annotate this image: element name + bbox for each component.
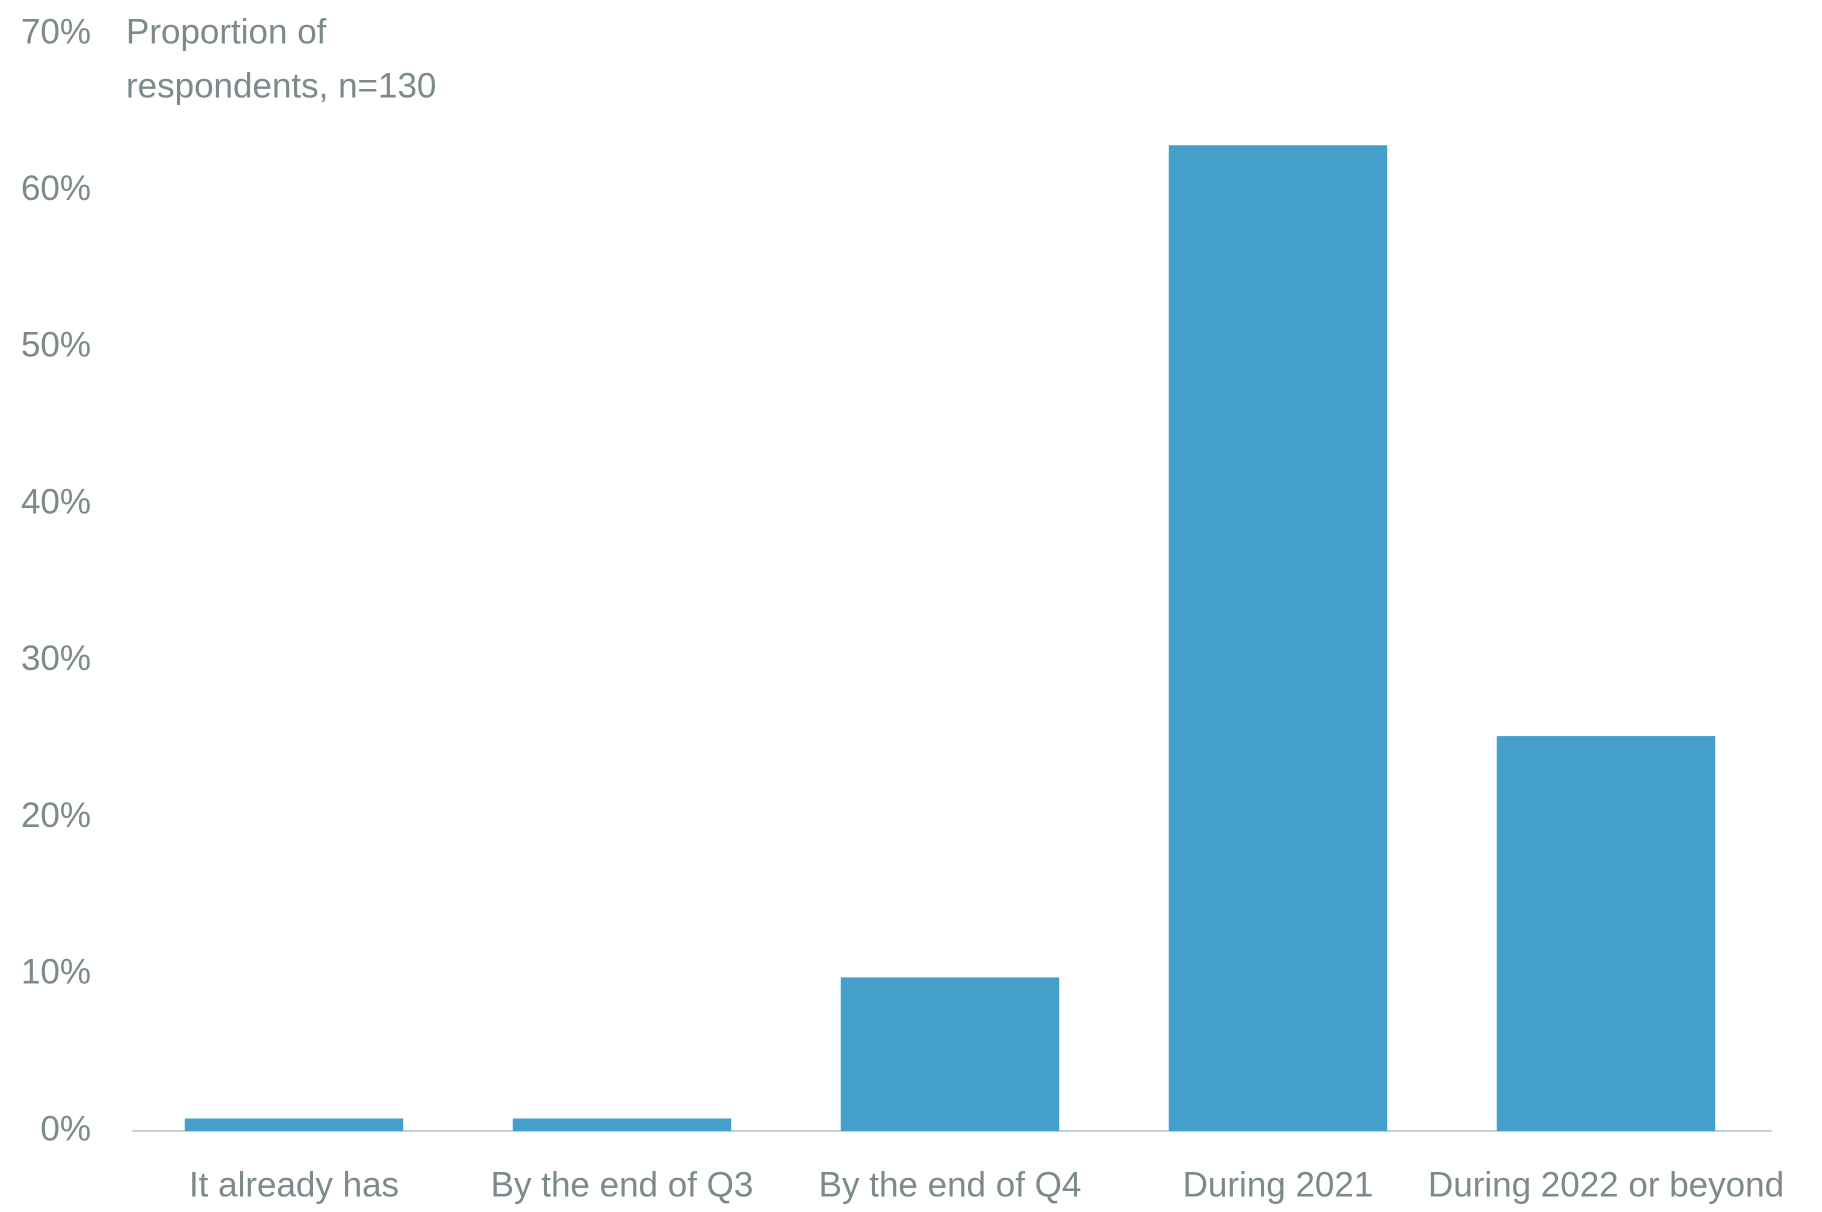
bar [840, 977, 1060, 1131]
x-tick-label: It already has [189, 1165, 399, 1204]
y-axis-label: Proportion of [126, 12, 327, 51]
bar [512, 1118, 732, 1131]
bar [184, 1118, 404, 1131]
x-tick-label: By the end of Q3 [491, 1165, 754, 1204]
y-axis-label: respondents, n=130 [126, 66, 436, 105]
x-tick-label: During 2022 or beyond [1428, 1165, 1784, 1204]
x-tick-label: During 2021 [1183, 1165, 1374, 1204]
y-tick-label: 40% [21, 482, 91, 521]
y-tick-label: 30% [21, 639, 91, 678]
y-tick-label: 50% [21, 326, 91, 365]
bar [1168, 145, 1388, 1131]
bar [1496, 736, 1716, 1131]
y-tick-label: 20% [21, 796, 91, 835]
y-tick-label: 60% [21, 169, 91, 208]
y-tick-label: 10% [21, 953, 91, 992]
y-tick-label: 70% [21, 12, 91, 51]
x-tick-label: By the end of Q4 [819, 1165, 1082, 1204]
y-tick-label: 0% [40, 1109, 91, 1148]
